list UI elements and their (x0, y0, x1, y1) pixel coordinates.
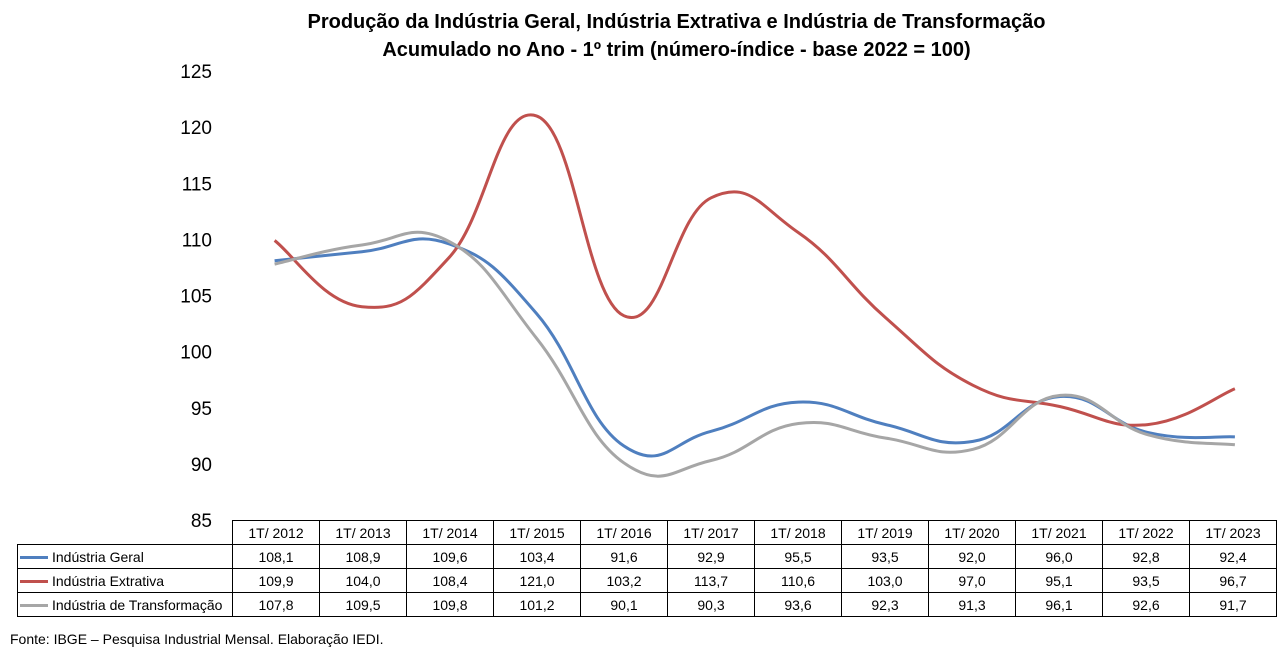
data-cell: 103,2 (580, 568, 668, 593)
data-cell: 101,2 (493, 592, 581, 617)
y-tick-label: 85 (191, 511, 212, 532)
data-cell: 108,1 (232, 544, 320, 569)
table-row: Indústria de Transformação 107,8 109,5 109,… (17, 592, 1277, 617)
data-cell: 91,7 (1189, 592, 1277, 617)
legend-swatch (20, 604, 48, 608)
y-tick-label: 105 (180, 287, 212, 308)
legend-label: Indústria Extrativa (52, 572, 165, 589)
data-cell: 121,0 (493, 568, 581, 593)
category-label: 1T/ 2022 (1102, 520, 1190, 545)
data-cell: 95,1 (1015, 568, 1103, 593)
data-cell: 93,5 (1102, 568, 1190, 593)
data-cell: 104,0 (319, 568, 407, 593)
category-label: 1T/ 2012 (232, 520, 320, 545)
category-label: 1T/ 2018 (754, 520, 842, 545)
data-cell: 113,7 (667, 568, 755, 593)
data-table-header: 1T/ 2012 1T/ 2013 1T/ 2014 1T/ 2015 1T/ 2016… (18, 520, 1277, 545)
category-label: 1T/ 2017 (667, 520, 755, 545)
y-tick-label: 125 (180, 62, 212, 83)
category-label: 1T/ 2023 (1189, 520, 1277, 545)
data-cell: 108,9 (319, 544, 407, 569)
chart-subtitle: Acumulado no Ano - 1º trim (número-índic… (382, 39, 971, 61)
category-label: 1T/ 2020 (928, 520, 1016, 545)
data-cell: 92,0 (928, 544, 1016, 569)
data-cell: 92,4 (1189, 544, 1277, 569)
table-row: Indústria Extrativa 109,9 104,0 108,4 121,0 1… (17, 568, 1277, 593)
data-cell: 96,1 (1015, 592, 1103, 617)
data-cell: 90,3 (667, 592, 755, 617)
category-label: 1T/ 2015 (493, 520, 581, 545)
series-line-2 (274, 230, 1236, 478)
data-cell: 103,4 (493, 544, 581, 569)
category-label: 1T/ 2019 (841, 520, 929, 545)
data-cell: 109,5 (319, 592, 407, 617)
data-cell: 96,0 (1015, 544, 1103, 569)
category-label: 1T/ 2014 (406, 520, 494, 545)
y-tick-label: 90 (191, 455, 212, 476)
legend-swatch (20, 580, 48, 584)
legend-entry: Indústria Extrativa (17, 568, 233, 593)
data-cell: 110,6 (754, 568, 842, 593)
data-cell: 95,5 (754, 544, 842, 569)
data-cell: 92,9 (667, 544, 755, 569)
data-cell: 108,4 (406, 568, 494, 593)
source-note: Fonte: IBGE – Pesquisa Industrial Mensal… (10, 631, 384, 647)
category-label: 1T/ 2016 (580, 520, 668, 545)
legend-swatch (20, 556, 48, 560)
data-cell: 109,6 (406, 544, 494, 569)
data-cell: 92,6 (1102, 592, 1190, 617)
y-tick-label: 115 (182, 174, 212, 195)
data-cell: 93,6 (754, 592, 842, 617)
y-tick-label: 100 (180, 343, 212, 364)
data-cell: 107,8 (232, 592, 320, 617)
category-label: 1T/ 2013 (319, 520, 407, 545)
y-tick-label: 95 (191, 399, 212, 420)
data-cell: 109,9 (232, 568, 320, 593)
legend-label: Indústria de Transformação (52, 596, 223, 613)
category-label: 1T/ 2021 (1015, 520, 1103, 545)
y-tick-label: 110 (182, 230, 212, 251)
table-row: Indústria Geral 108,1 108,9 109,6 103,4 91,6 9… (17, 544, 1277, 569)
chart-title: Produção da Indústria Geral, Indústria E… (307, 11, 1046, 33)
data-cell: 92,3 (841, 592, 929, 617)
series-line-1 (273, 113, 1236, 427)
data-cell: 91,6 (580, 544, 668, 569)
series-lines (273, 113, 1236, 478)
series-line-0 (274, 237, 1235, 458)
data-cell: 91,3 (928, 592, 1016, 617)
y-tick-label: 120 (180, 118, 212, 139)
data-cell: 92,8 (1102, 544, 1190, 569)
data-cell: 109,8 (406, 592, 494, 617)
data-table-corner (18, 521, 233, 545)
data-cell: 93,5 (841, 544, 929, 569)
data-table: 1T/ 2012 1T/ 2013 1T/ 2014 1T/ 2015 1T/ 2016… (17, 520, 1277, 617)
data-cell: 90,1 (580, 592, 668, 617)
data-cell: 103,0 (841, 568, 929, 593)
legend-entry: Indústria Geral (17, 544, 233, 569)
legend-label: Indústria Geral (52, 548, 144, 565)
y-axis: 125 120 115 110 105 100 95 90 85 (180, 62, 212, 532)
data-cell: 97,0 (928, 568, 1016, 593)
legend-entry: Indústria de Transformação (17, 592, 233, 617)
data-cell: 96,7 (1189, 568, 1277, 593)
